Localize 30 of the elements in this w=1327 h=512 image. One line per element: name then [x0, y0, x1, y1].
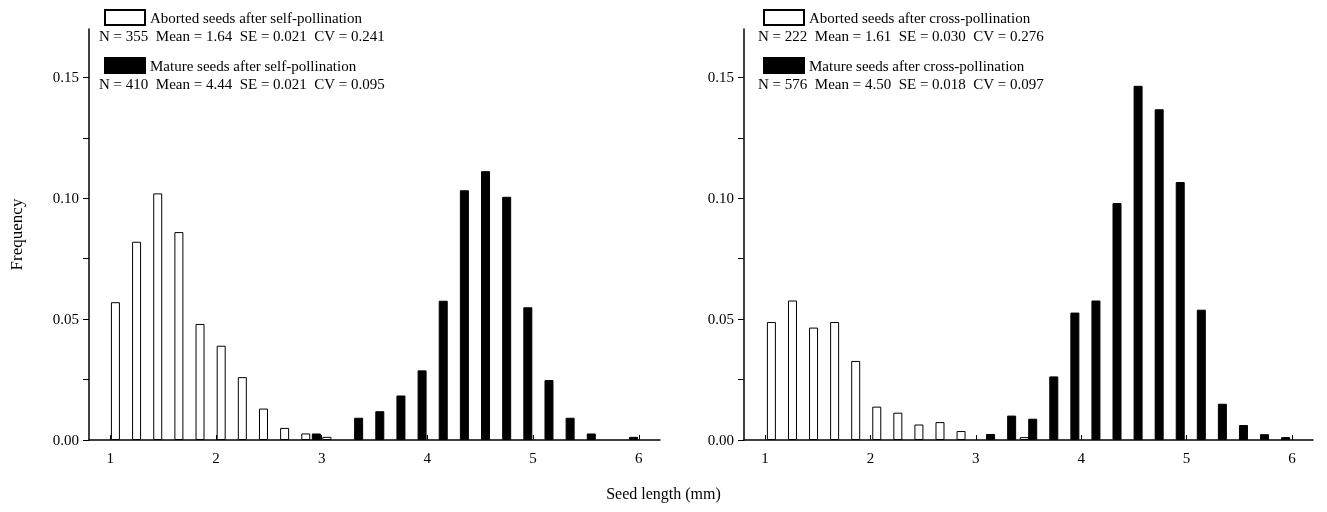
legend-label: Mature seeds after self-pollination	[150, 57, 357, 74]
y-tick-label: 0.05	[52, 311, 79, 328]
y-tick-label: 0.05	[707, 311, 734, 328]
annotation: N = 355 Mean = 1.64 SE = 0.021 CV = 0.241	[99, 27, 385, 44]
x-tick-label: 5	[529, 449, 537, 466]
x-tick-label: 4	[423, 449, 432, 466]
annotation: N = 576 Mean = 4.50 SE = 0.018 CV = 0.097	[758, 75, 1045, 92]
x-tick-label: 2	[866, 449, 875, 466]
x-tick-label: 6	[1288, 449, 1297, 466]
x-tick-label: 3	[972, 449, 980, 466]
x-tick-label: 6	[635, 449, 644, 466]
x-tick-label: 1	[761, 449, 769, 466]
x-tick-label: 1	[106, 449, 114, 466]
y-tick-label: 0.10	[707, 190, 734, 207]
x-tick-label: 2	[212, 449, 220, 466]
y-tick-label: 0.10	[52, 190, 79, 207]
x-tick-label: 3	[317, 449, 326, 466]
y-tick-label: 0.15	[707, 69, 734, 86]
annotation: N = 222 Mean = 1.61 SE = 0.030 CV = 0.276	[758, 27, 1045, 44]
x-axis-title: Seed length (mm)	[605, 485, 722, 503]
y-tick-label: 0.15	[52, 69, 79, 86]
annotation: N = 410 Mean = 4.44 SE = 0.021 CV = 0.095	[99, 75, 385, 92]
x-tick-label: 4	[1077, 449, 1086, 466]
legend-label: Aborted seeds after cross-pollination	[809, 9, 1031, 26]
legend-label: Aborted seeds after self-pollination	[150, 9, 363, 26]
y-tick-label: 0.00	[707, 432, 734, 448]
x-tick-label: 5	[1182, 449, 1191, 466]
legend-label: Mature seeds after cross-pollination	[809, 57, 1025, 74]
y-axis-title: Frequency	[7, 198, 26, 271]
y-tick-label: 0.00	[52, 432, 79, 448]
